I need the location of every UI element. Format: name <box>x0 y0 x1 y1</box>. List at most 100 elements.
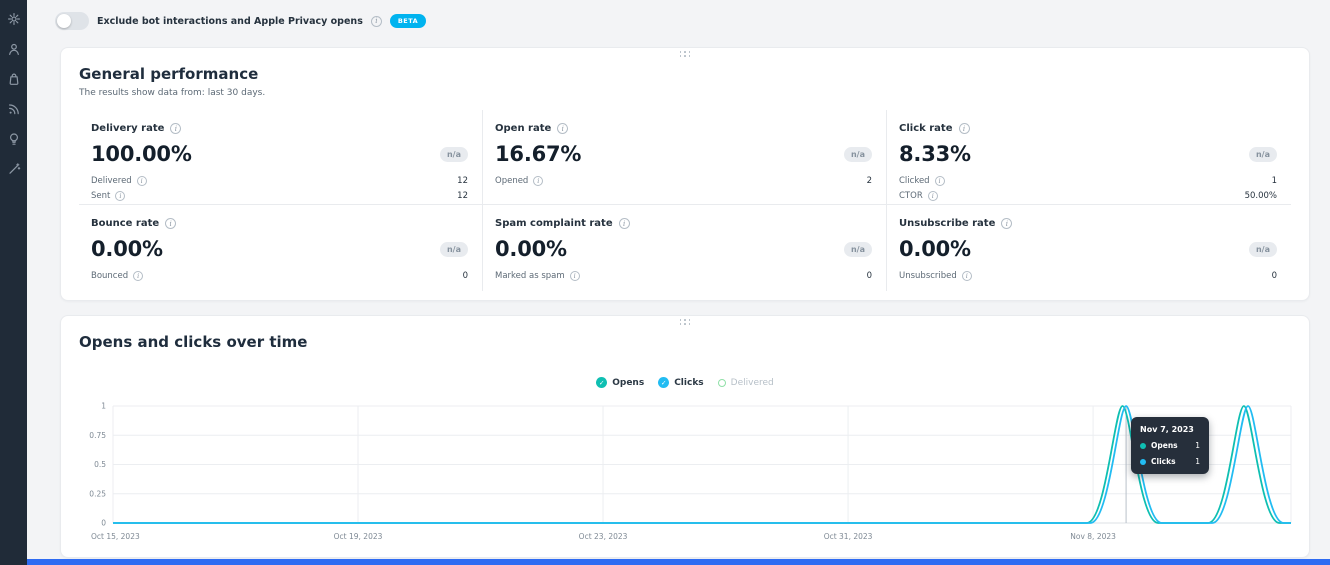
metric-value: 100.00% <box>91 142 192 166</box>
metric-sub-value: 1 <box>1271 175 1277 186</box>
legend-item-clicks[interactable]: ✓ Clicks <box>658 377 704 388</box>
metric-card-delivery-rate: Delivery rate i 100.00% n/a Delivered i 12 Sent… <box>79 110 483 205</box>
info-icon[interactable]: i <box>569 270 580 281</box>
metric-sub-label: Unsubscribed <box>899 270 957 281</box>
metric-sub-value: 50.00% <box>1244 190 1277 201</box>
info-icon[interactable]: i <box>1001 218 1013 229</box>
metric-sub-label: Bounced <box>91 270 129 281</box>
tooltip-series-value: 1 <box>1195 457 1200 466</box>
metric-sub-row: Marked as spam i 0 <box>495 268 872 283</box>
na-badge: n/a <box>843 146 872 162</box>
metric-sub-label: Delivered <box>91 175 132 186</box>
bot-filter-row: Exclude bot interactions and Apple Priva… <box>55 12 427 30</box>
legend-label: Delivered <box>730 377 774 388</box>
exclude-bots-label: Exclude bot interactions and Apple Priva… <box>97 15 363 27</box>
legend-label: Opens <box>612 377 645 388</box>
legend-label: Clicks <box>674 377 704 388</box>
na-badge: n/a <box>843 241 872 257</box>
drag-handle-icon[interactable] <box>677 51 693 57</box>
x-tick-label: Oct 19, 2023 <box>334 532 383 541</box>
metric-sub-row: CTOR i 50.00% <box>899 188 1277 203</box>
metric-sub-label: Clicked <box>899 175 930 186</box>
metric-sub-row: Clicked i 1 <box>899 173 1277 188</box>
beta-badge: BETA <box>389 14 427 28</box>
metric-label: Spam complaint rate <box>495 218 613 229</box>
wand-icon[interactable] <box>7 161 21 175</box>
legend-check-icon: ✓ <box>596 377 608 388</box>
metric-sub-label: Sent <box>91 190 111 201</box>
series-line-clicks <box>113 405 1291 524</box>
y-tick-label: 0.75 <box>89 431 106 440</box>
metric-sub-row: Bounced i 0 <box>91 268 468 283</box>
tooltip-row-clicks: Clicks 1 <box>1140 457 1200 466</box>
info-icon[interactable]: i <box>618 218 630 229</box>
info-icon[interactable]: i <box>934 175 945 186</box>
info-icon[interactable]: i <box>927 190 938 201</box>
metric-sub-row: Delivered i 12 <box>91 173 468 188</box>
info-icon[interactable]: i <box>133 270 144 281</box>
date-range-note: The results show data from: last 30 days… <box>79 88 266 98</box>
info-icon[interactable]: i <box>115 190 126 201</box>
opens-clicks-chart[interactable]: 1 0.75 0.5 0.25 0 Oct 15, 2023 Oct 19, 2023 Oct… <box>86 400 1298 546</box>
metric-label: Bounce rate <box>91 218 160 229</box>
y-tick-label: 0 <box>101 519 106 528</box>
legend-check-icon: ✓ <box>658 377 670 388</box>
metric-value: 0.00% <box>91 237 163 261</box>
info-icon[interactable]: i <box>170 123 182 134</box>
toggle-knob <box>57 14 71 28</box>
metric-sub-label: Marked as spam <box>495 270 565 281</box>
gear-icon[interactable] <box>7 11 21 25</box>
opens-clicks-title: Opens and clicks over time <box>79 333 308 351</box>
y-tick-label: 1 <box>101 402 106 411</box>
metric-value: 0.00% <box>495 237 567 261</box>
tooltip-series-value: 1 <box>1195 441 1200 450</box>
metric-label: Open rate <box>495 123 552 134</box>
metric-label: Unsubscribe rate <box>899 218 996 229</box>
exclude-bots-toggle[interactable] <box>55 12 89 30</box>
info-icon[interactable]: i <box>136 175 147 186</box>
metric-sub-label: Opened <box>495 175 529 186</box>
metric-sub-value: 0 <box>1271 270 1277 281</box>
user-icon[interactable] <box>7 41 21 55</box>
bag-icon[interactable] <box>7 71 21 85</box>
y-tick-label: 0.25 <box>89 489 106 498</box>
general-performance-title: General performance <box>79 65 259 83</box>
legend-item-delivered[interactable]: Delivered <box>717 377 774 388</box>
info-icon[interactable]: i <box>165 218 177 229</box>
metric-card-spam-complaint-rate: Spam complaint rate i 0.00% n/a Marked as sp… <box>483 205 887 291</box>
metric-sub-value: 12 <box>457 175 468 186</box>
legend-item-opens[interactable]: ✓ Opens <box>596 377 644 388</box>
lightbulb-icon[interactable] <box>7 131 21 145</box>
chart-tooltip: Nov 7, 2023 Opens 1 Clicks 1 <box>1131 417 1209 474</box>
series-dot-icon <box>1140 458 1146 465</box>
drag-handle-icon[interactable] <box>677 319 693 325</box>
broadcast-icon[interactable] <box>7 101 21 115</box>
tooltip-date: Nov 7, 2023 <box>1140 425 1194 434</box>
metric-sub-value: 2 <box>866 175 872 186</box>
na-badge: n/a <box>1248 146 1277 162</box>
tooltip-series-label: Clicks <box>1151 457 1176 466</box>
metric-sub-row: Unsubscribed i 0 <box>899 268 1277 283</box>
metric-value: 16.67% <box>495 142 582 166</box>
metrics-grid: Delivery rate i 100.00% n/a Delivered i 12 Sent… <box>79 110 1291 291</box>
metric-sub-row: Sent i 12 <box>91 188 468 203</box>
na-badge: n/a <box>1248 241 1277 257</box>
opens-clicks-card: Opens and clicks over time ✓ Opens ✓ Clicks… <box>60 315 1310 558</box>
bottom-accent-bar <box>27 559 1330 565</box>
tooltip-series-label: Opens <box>1151 441 1178 450</box>
info-icon[interactable]: i <box>533 175 544 186</box>
info-icon[interactable]: i <box>370 15 382 27</box>
y-tick-label: 0.5 <box>94 460 106 469</box>
info-icon[interactable]: i <box>958 123 970 134</box>
metric-card-open-rate: Open rate i 16.67% n/a Opened i 2 <box>483 110 887 205</box>
metric-card-click-rate: Click rate i 8.33% n/a Clicked i 1 CTOR i 50.00% <box>887 110 1291 205</box>
metric-sub-value: 0 <box>462 270 468 281</box>
chart-legend: ✓ Opens ✓ Clicks Delivered <box>61 377 1309 388</box>
x-tick-label: Oct 23, 2023 <box>579 532 628 541</box>
info-icon[interactable]: i <box>557 123 569 134</box>
metric-label: Delivery rate <box>91 123 165 134</box>
info-icon[interactable]: i <box>961 270 972 281</box>
na-badge: n/a <box>439 146 468 162</box>
metric-value: 8.33% <box>899 142 971 166</box>
tooltip-row-opens: Opens 1 <box>1140 441 1200 450</box>
